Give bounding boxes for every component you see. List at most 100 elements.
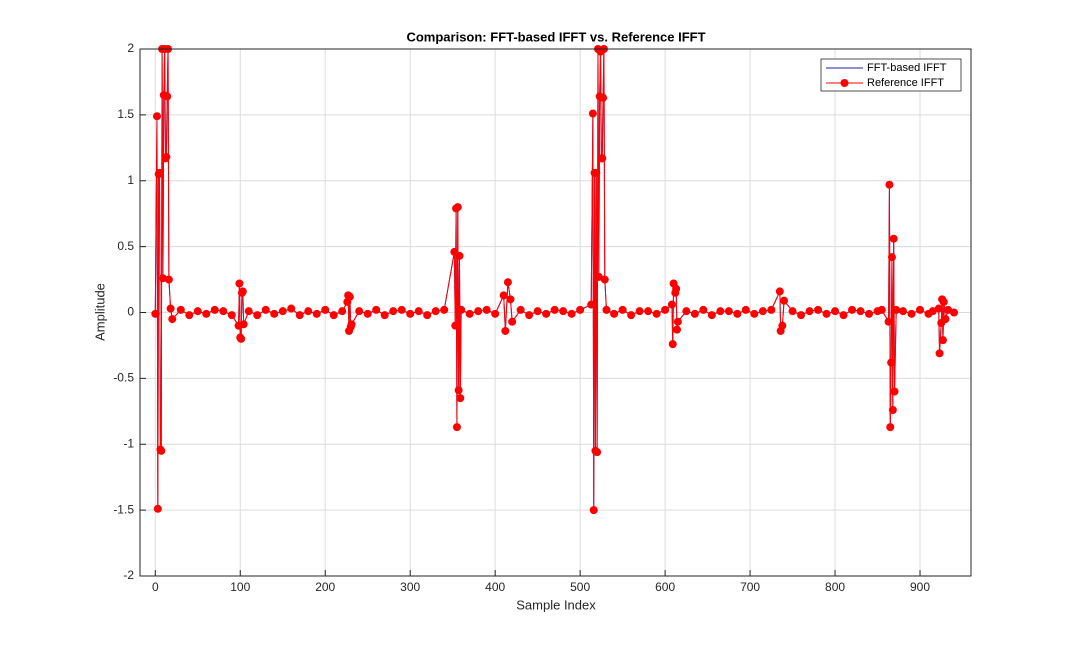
x-tick-label: 700 bbox=[740, 580, 760, 594]
data-point bbox=[758, 307, 767, 316]
data-point bbox=[501, 326, 510, 335]
data-point bbox=[155, 168, 164, 177]
data-point bbox=[934, 304, 943, 313]
data-point bbox=[193, 307, 202, 316]
data-point bbox=[673, 317, 682, 326]
data-point bbox=[892, 305, 901, 314]
data-point bbox=[304, 307, 313, 316]
data-point bbox=[253, 311, 262, 320]
data-point bbox=[797, 311, 806, 320]
data-point bbox=[491, 309, 500, 318]
data-point bbox=[164, 275, 173, 284]
data-point bbox=[699, 305, 708, 314]
x-tick-label: 0 bbox=[152, 580, 159, 594]
y-tick-label: 0.5 bbox=[117, 239, 134, 253]
data-point bbox=[380, 311, 389, 320]
y-tick-label: 1 bbox=[127, 173, 134, 187]
y-tick-label: 0 bbox=[127, 305, 134, 319]
data-point bbox=[506, 295, 515, 304]
data-point bbox=[877, 305, 886, 314]
data-point bbox=[451, 321, 460, 330]
data-point bbox=[888, 405, 897, 414]
data-point bbox=[839, 311, 848, 320]
data-point bbox=[431, 307, 440, 316]
data-point bbox=[372, 305, 381, 314]
data-point bbox=[775, 287, 784, 296]
data-point bbox=[321, 305, 330, 314]
x-tick-label: 100 bbox=[230, 580, 250, 594]
data-point bbox=[457, 305, 466, 314]
data-point bbox=[599, 93, 608, 102]
data-point bbox=[329, 311, 338, 320]
data-point bbox=[778, 321, 787, 330]
legend-box bbox=[820, 58, 962, 92]
data-point bbox=[423, 311, 432, 320]
data-point bbox=[210, 305, 219, 314]
data-point bbox=[455, 251, 464, 260]
data-point bbox=[168, 315, 177, 324]
data-point bbox=[780, 296, 789, 305]
data-point bbox=[831, 307, 840, 316]
x-tick-label: 600 bbox=[655, 580, 675, 594]
x-tick-label: 400 bbox=[485, 580, 505, 594]
legend-marker bbox=[840, 79, 849, 87]
data-point bbox=[822, 309, 831, 318]
data-point bbox=[938, 336, 947, 345]
y-tick-label: 1.5 bbox=[117, 107, 134, 121]
data-point bbox=[848, 305, 857, 314]
data-point bbox=[244, 307, 253, 316]
data-point bbox=[667, 300, 676, 309]
data-point bbox=[166, 304, 175, 313]
data-point bbox=[157, 446, 166, 455]
data-point bbox=[312, 309, 321, 318]
data-point bbox=[690, 309, 699, 318]
data-point bbox=[592, 168, 601, 177]
data-point bbox=[347, 320, 356, 329]
data-point bbox=[865, 309, 874, 318]
data-point bbox=[482, 305, 491, 314]
data-point bbox=[889, 234, 898, 243]
data-point bbox=[158, 274, 167, 283]
data-point bbox=[644, 307, 653, 316]
data-point bbox=[707, 311, 716, 320]
x-axis-label: Sample Index bbox=[516, 597, 596, 612]
data-point bbox=[152, 112, 161, 121]
data-point bbox=[454, 386, 463, 395]
data-point bbox=[716, 307, 725, 316]
data-point bbox=[652, 309, 661, 318]
data-point bbox=[598, 154, 607, 163]
data-point bbox=[363, 309, 372, 318]
data-point bbox=[338, 307, 347, 316]
y-tick-label: -0.5 bbox=[113, 371, 134, 385]
data-point bbox=[153, 504, 162, 513]
data-point bbox=[935, 349, 944, 358]
x-tick-label: 500 bbox=[570, 580, 590, 594]
data-point bbox=[397, 305, 406, 314]
data-point bbox=[814, 305, 823, 314]
data-point bbox=[440, 305, 449, 314]
data-point bbox=[239, 320, 248, 329]
data-point bbox=[618, 305, 627, 314]
data-point bbox=[890, 387, 899, 396]
data-point bbox=[885, 180, 894, 189]
data-point bbox=[884, 317, 893, 326]
data-point bbox=[163, 92, 172, 101]
data-point bbox=[235, 279, 244, 288]
data-point bbox=[238, 287, 247, 296]
data-point bbox=[635, 307, 644, 316]
data-point bbox=[270, 309, 279, 318]
data-point bbox=[788, 307, 797, 316]
data-point bbox=[907, 309, 916, 318]
y-tick-label: -2 bbox=[123, 568, 134, 582]
data-point bbox=[219, 307, 228, 316]
data-point bbox=[950, 308, 959, 317]
data-point bbox=[600, 275, 609, 284]
data-point bbox=[295, 311, 304, 320]
data-point bbox=[587, 300, 596, 309]
data-point bbox=[453, 203, 462, 212]
data-point bbox=[465, 309, 474, 318]
data-point bbox=[176, 305, 185, 314]
data-point bbox=[627, 311, 636, 320]
x-tick-label: 900 bbox=[910, 580, 930, 594]
